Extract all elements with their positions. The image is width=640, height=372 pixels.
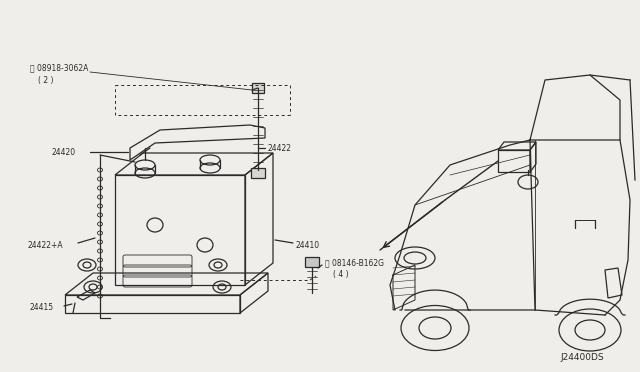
Text: 24422: 24422: [268, 144, 292, 153]
Text: 24410: 24410: [295, 241, 319, 250]
Text: J24400DS: J24400DS: [560, 353, 604, 362]
Text: 24415: 24415: [30, 304, 54, 312]
Text: ( 2 ): ( 2 ): [38, 76, 54, 84]
Text: Ⓑ 08146-B162G: Ⓑ 08146-B162G: [325, 259, 384, 267]
Text: 24422+A: 24422+A: [28, 241, 63, 250]
Polygon shape: [305, 257, 319, 267]
Polygon shape: [251, 168, 265, 178]
Text: 24420: 24420: [52, 148, 76, 157]
Text: ( 4 ): ( 4 ): [333, 269, 349, 279]
Text: Ⓝ 08918-3062A: Ⓝ 08918-3062A: [30, 64, 88, 73]
Polygon shape: [252, 83, 264, 93]
